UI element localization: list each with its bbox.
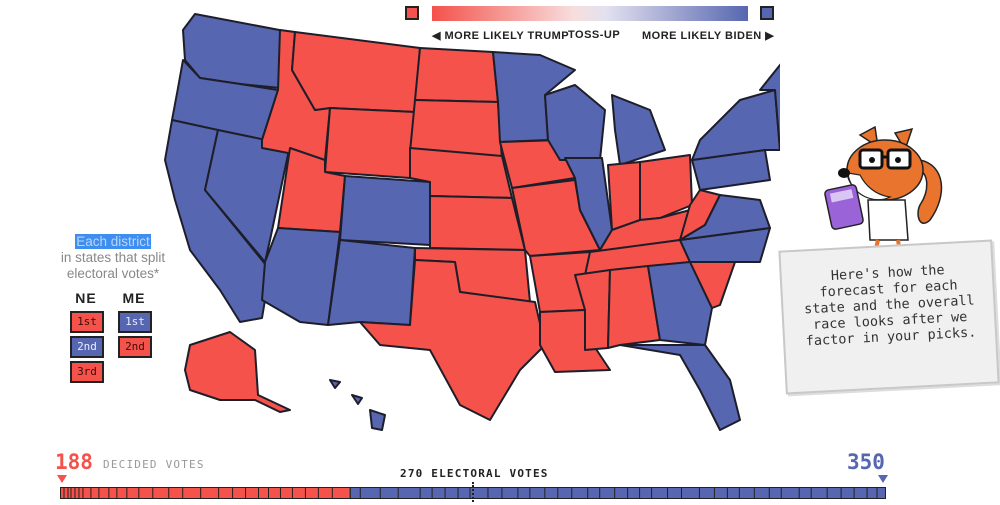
split-districts-note: Each district in states that split elect… — [38, 234, 188, 282]
state-michigan[interactable] — [611, 94, 666, 166]
biden-electoral-votes: 350 — [847, 450, 885, 474]
state-hawaii[interactable] — [329, 379, 386, 431]
state-wisconsin[interactable] — [544, 84, 606, 161]
explanation-bubble: Here's how the forecast for each state a… — [778, 239, 1000, 395]
state-alaska[interactable] — [184, 331, 291, 413]
electoral-vote-tracker: 188 DECIDED VOTES 350 270 ELECTORAL VOTE… — [0, 450, 1000, 505]
state-mississippi[interactable] — [574, 269, 611, 351]
state-florida[interactable] — [619, 344, 741, 431]
likelihood-gradient-bar — [432, 6, 748, 21]
270-threshold-label: 270 ELECTORAL VOTES — [400, 467, 549, 480]
us-electoral-map — [164, 13, 780, 431]
split-note-text: in states that split electoral votes* — [60, 250, 166, 281]
state-new-england[interactable] — [759, 40, 780, 151]
ne-district-3[interactable]: 3rd — [70, 361, 104, 383]
me-district-2[interactable]: 2nd — [118, 336, 152, 358]
me-column-header: ME — [122, 290, 146, 306]
270-threshold-marker — [472, 482, 474, 502]
state-alabama[interactable] — [607, 265, 661, 349]
fox-with-glasses-and-calculator-icon — [824, 125, 943, 254]
ne-district-1[interactable]: 1st — [70, 311, 104, 333]
me-district-1[interactable]: 1st — [118, 311, 152, 333]
state-north-dakota[interactable] — [414, 47, 499, 103]
state-new-mexico[interactable] — [327, 239, 416, 326]
split-note-highlight: Each district — [75, 234, 151, 249]
trump-swatch — [405, 6, 419, 20]
biden-swatch — [760, 6, 774, 20]
explanation-text: Here's how the forecast for each state a… — [803, 262, 977, 350]
state-texas[interactable] — [359, 259, 546, 421]
ne-column-header: NE — [75, 290, 97, 306]
toss-up-label: TOSS-UP — [568, 29, 621, 41]
ne-district-2[interactable]: 2nd — [70, 336, 104, 358]
trump-electoral-votes: 188 — [55, 450, 93, 474]
trump-pointer-icon — [57, 475, 67, 483]
state-kansas[interactable] — [429, 195, 526, 251]
state-new-york[interactable] — [691, 89, 780, 161]
state-colorado[interactable] — [339, 175, 431, 246]
forecast-legend: ◀ MORE LIKELY TRUMP TOSS-UP MORE LIKELY … — [400, 2, 780, 42]
state-georgia[interactable] — [647, 261, 713, 346]
state-virginia[interactable] — [679, 194, 771, 241]
trump-vote-segment — [61, 488, 349, 498]
more-likely-trump-label: ◀ MORE LIKELY TRUMP — [432, 30, 570, 42]
state-arizona[interactable] — [261, 227, 341, 326]
biden-pointer-icon — [878, 475, 888, 483]
biden-vote-segment — [348, 488, 885, 498]
state-montana[interactable] — [291, 31, 421, 113]
decided-votes-label: DECIDED VOTES — [103, 458, 205, 471]
state-indiana[interactable] — [607, 161, 641, 231]
more-likely-biden-label: MORE LIKELY BIDEN ▶ — [642, 30, 775, 42]
state-wyoming[interactable] — [324, 107, 416, 179]
state-ohio[interactable] — [639, 154, 693, 221]
